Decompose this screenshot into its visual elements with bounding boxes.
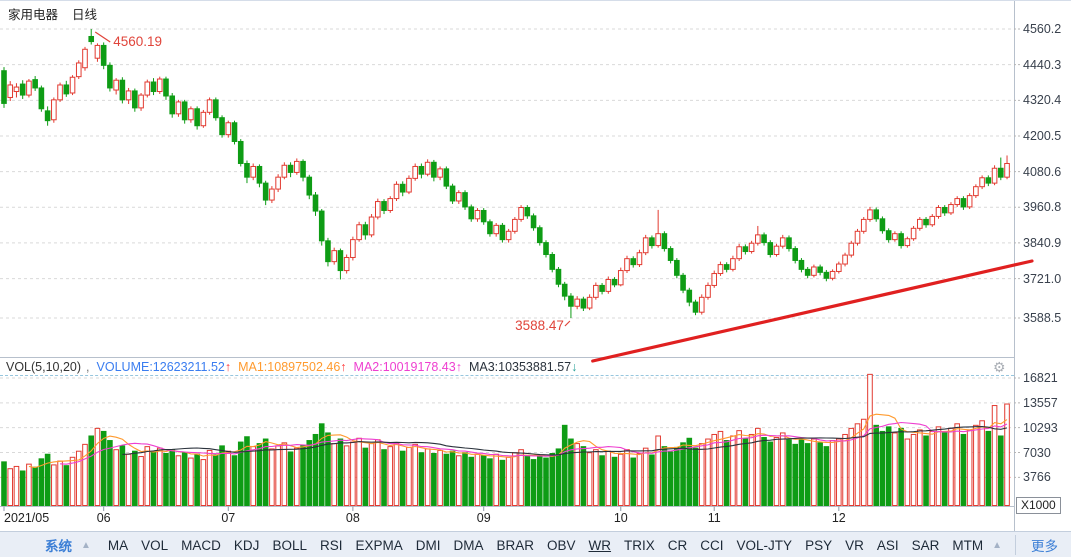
low-annotation: 3588.47 <box>515 318 571 333</box>
volume-axis-label: 3766 <box>1023 470 1051 485</box>
toolbar-item-trix[interactable]: TRIX <box>624 537 655 553</box>
price-axis-label: 3721.0 <box>1023 271 1062 286</box>
ma1-value: MA1:10897502.46 <box>238 360 341 374</box>
ma3-value: MA3:10353881.57 <box>468 360 572 374</box>
time-axis-label: 12 <box>831 511 846 525</box>
indicator-tabs: MA VOL MACD KDJ BOLL RSI EXPMA DMI DMA BRAR OBV WR T… <box>108 538 983 553</box>
indicator-separator: , <box>86 360 90 374</box>
toolbar-item-psy[interactable]: PSY <box>805 537 833 553</box>
symbol-name: 家用电器 <box>8 8 59 22</box>
collapse-arrow-icon[interactable]: ▲ <box>992 539 1003 551</box>
toolbar-item-dma[interactable]: DMA <box>453 537 484 553</box>
volume-ma1-line <box>28 413 1008 469</box>
time-axis-label: 2021/05 <box>4 511 50 525</box>
toolbar-item-kdj[interactable]: KDJ <box>233 537 260 553</box>
volume-unit-label: X1000 <box>1016 497 1061 514</box>
price-axis-label: 4440.3 <box>1023 57 1062 72</box>
volume-axis-label: 16821 <box>1023 370 1058 385</box>
up-arrow-icon: ↑ <box>455 360 462 374</box>
toolbar-item-asi[interactable]: ASI <box>876 537 899 553</box>
chart-header: 家用电器 日线 <box>8 4 97 23</box>
price-axis-label: 3960.8 <box>1023 200 1062 215</box>
system-menu-button[interactable]: 系统 <box>45 539 72 554</box>
volume-ma3-line <box>122 426 1008 456</box>
toolbar-divider <box>1015 535 1016 555</box>
toolbar-item-expma[interactable]: EXPMA <box>355 537 403 553</box>
time-axis-label: 09 <box>476 511 491 525</box>
price-axis-label: 4560.2 <box>1023 22 1062 36</box>
svg-text:3588.47: 3588.47 <box>515 318 564 333</box>
toolbar-item-wr[interactable]: WR <box>588 537 612 553</box>
time-axis-label: 06 <box>96 511 111 525</box>
toolbar-item-brar[interactable]: BRAR <box>496 537 535 553</box>
toolbar-item-sar[interactable]: SAR <box>911 537 940 553</box>
volume-axis-label: 10293 <box>1023 420 1058 435</box>
toolbar-item-boll[interactable]: BOLL <box>272 537 307 553</box>
toolbar-item-ma[interactable]: MA <box>107 537 129 553</box>
volume-ma2-line <box>60 421 1008 465</box>
toolbar-item-rsi[interactable]: RSI <box>319 537 343 553</box>
toolbar-item-cci[interactable]: CCI <box>700 537 724 553</box>
volume-indicator-bar[interactable]: VOL(5,10,20) , VOLUME:12623211.52 ↑ MA1:1… <box>0 357 1014 376</box>
time-axis: 2021/05 06 07 08 09 10 11 12 <box>0 506 1014 531</box>
toolbar-item-vol-jty[interactable]: VOL-JTY <box>736 537 793 553</box>
toolbar-item-dmi[interactable]: DMI <box>415 537 441 553</box>
up-arrow-icon: ↑ <box>340 360 347 374</box>
toolbar-item-obv[interactable]: OBV <box>547 537 576 553</box>
more-button[interactable]: 更多 <box>1031 539 1058 554</box>
pane-divider <box>0 375 1014 376</box>
toolbar-item-vr[interactable]: VR <box>845 537 864 553</box>
price-axis: X1000 4560.2 4440.3 4320.4 4200.5 4080.6 3960… <box>1014 1 1071 531</box>
price-axis-label: 4200.5 <box>1023 128 1062 143</box>
indicator-name: VOL(5,10,20) <box>6 360 82 374</box>
toolbar-item-vol[interactable]: VOL <box>141 537 169 553</box>
gridlines <box>0 28 1022 478</box>
indicator-toolbar: 系统 ▲ MA VOL MACD KDJ BOLL RSI EXPMA DMI DMA BRAR O… <box>0 531 1071 557</box>
time-axis-label: 11 <box>707 511 721 525</box>
high-annotation: 4560.19 <box>94 31 162 49</box>
svg-text:4560.19: 4560.19 <box>113 34 162 49</box>
gear-icon[interactable]: ⚙ <box>993 359 1006 375</box>
price-axis-label: 3588.5 <box>1023 311 1062 325</box>
volume-axis-label: 7030 <box>1023 445 1051 460</box>
collapse-arrow-icon[interactable]: ▲ <box>81 539 91 551</box>
up-arrow-icon: ↑ <box>224 360 232 374</box>
toolbar-item-mtm[interactable]: MTM <box>952 537 984 553</box>
time-axis-label: 07 <box>221 511 236 525</box>
volume-series <box>1 373 1010 507</box>
time-axis-label: 08 <box>345 511 360 525</box>
candle-series <box>1 29 1010 319</box>
volume-axis-label: 13557 <box>1023 395 1058 410</box>
volume-value: VOLUME:12623211.52 <box>96 360 225 374</box>
toolbar-item-macd[interactable]: MACD <box>181 537 221 553</box>
period-label: 日线 <box>72 8 98 22</box>
time-axis-label: 10 <box>613 511 628 525</box>
trendline[interactable] <box>591 259 1034 363</box>
price-axis-label: 3840.9 <box>1023 235 1062 250</box>
price-axis-label: 4320.4 <box>1023 93 1062 108</box>
down-arrow-icon: ↓ <box>571 360 578 374</box>
toolbar-item-cr[interactable]: CR <box>667 537 688 553</box>
price-axis-label: 4080.6 <box>1023 164 1062 179</box>
ma2-value: MA2:10019178.43 <box>353 360 456 374</box>
